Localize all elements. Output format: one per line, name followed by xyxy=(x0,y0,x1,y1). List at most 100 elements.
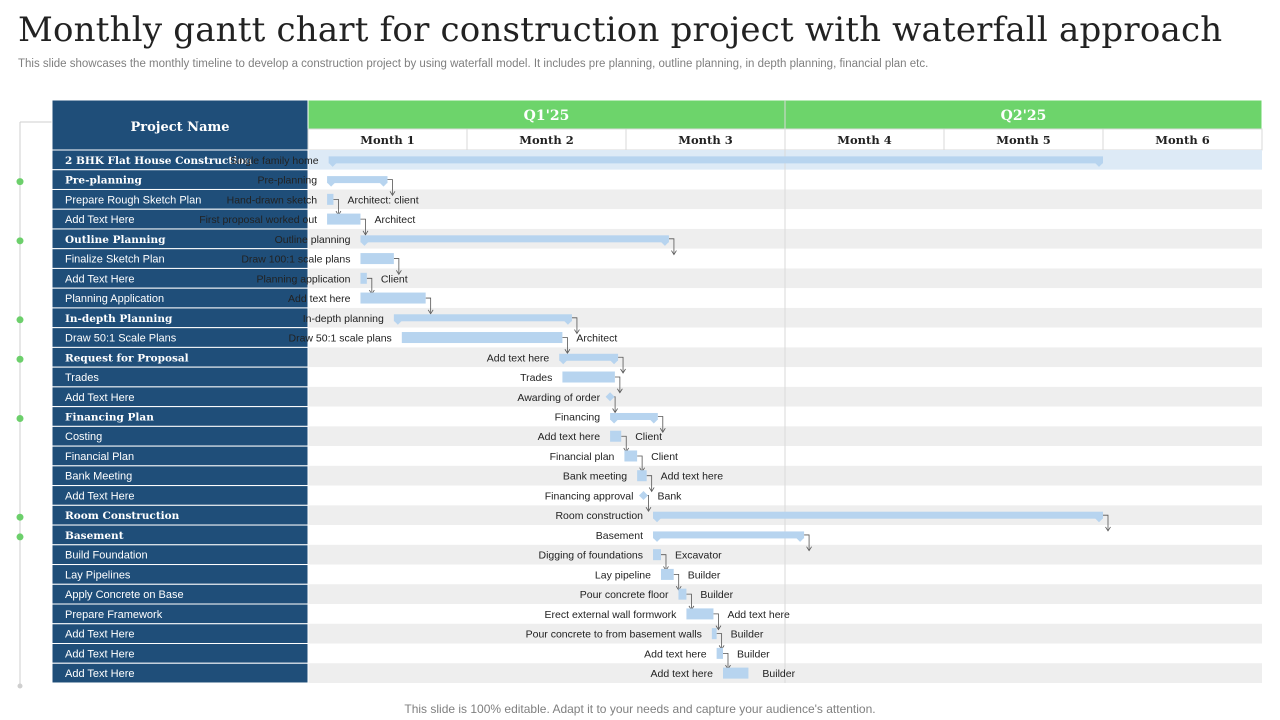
dependency-arrow xyxy=(612,408,618,414)
task-name: Draw 50:1 Scale Plans xyxy=(65,333,177,345)
task-name: Finalize Sketch Plan xyxy=(65,254,165,266)
task-bar-label: Planning application xyxy=(256,273,350,285)
task-name: Trades xyxy=(65,372,99,384)
timeline-dot xyxy=(16,513,24,521)
project-name-header-label: Project Name xyxy=(130,120,229,135)
task-name: Pre-planning xyxy=(65,175,142,187)
summary-bar-cap xyxy=(559,360,568,365)
dependency-line xyxy=(614,376,621,392)
task-bar xyxy=(653,549,661,561)
dependency-line xyxy=(360,218,366,234)
dependency-line xyxy=(686,593,692,609)
dependency-line xyxy=(571,317,578,333)
dependency-arrow xyxy=(806,546,812,552)
dependency-line xyxy=(673,574,680,590)
task-bar-label: Basement xyxy=(596,530,643,542)
summary-bar-cap xyxy=(1095,518,1103,523)
dependency-line xyxy=(637,455,643,471)
timeline-dot xyxy=(16,533,24,541)
task-name: Request for Proposal xyxy=(65,352,189,364)
summary-bar-cap xyxy=(649,419,658,424)
dependency-arrow xyxy=(715,625,722,631)
task-bar-label: Erect external wall formwork xyxy=(545,609,678,621)
task-bar xyxy=(610,412,658,420)
task-name: Room Construction xyxy=(65,510,180,522)
dependency-arrow xyxy=(617,388,623,394)
task-resource-label: Add text here xyxy=(727,609,790,621)
task-bar xyxy=(393,314,572,322)
task-resource-label: Builder xyxy=(700,589,733,601)
month-label: Month 5 xyxy=(996,133,1050,147)
task-name: Lay Pipelines xyxy=(65,569,131,581)
task-bar-label: Add text here xyxy=(651,668,714,680)
timeline-dot xyxy=(16,237,24,245)
dependency-line xyxy=(646,475,653,491)
task-resource-label: Builder xyxy=(762,668,795,680)
dependency-line xyxy=(716,633,723,649)
dependency-line xyxy=(562,337,568,353)
timeline-dot xyxy=(16,178,24,186)
task-bar-label: Add text here xyxy=(288,293,351,305)
task-bar xyxy=(327,213,361,225)
task-bar-label: Pour concrete floor xyxy=(580,589,669,601)
task-name: Prepare Rough Sketch Plan xyxy=(65,194,201,206)
task-name: Build Foundation xyxy=(65,550,148,562)
task-resource-label: Builder xyxy=(688,569,721,581)
dependency-line xyxy=(393,258,400,274)
task-name: Financing Plan xyxy=(65,411,154,423)
task-name: In-depth Planning xyxy=(65,313,173,325)
task-bar xyxy=(653,531,805,539)
task-name: Outline Planning xyxy=(65,234,166,246)
month-label: Month 3 xyxy=(678,133,732,147)
summary-bar-cap xyxy=(653,518,662,523)
footer-note: This slide is 100% editable. Adapt it to… xyxy=(404,702,876,716)
task-bar xyxy=(328,156,1103,164)
task-bar xyxy=(624,450,638,462)
summary-bar-cap xyxy=(327,182,336,187)
task-bar-label: Pre-planning xyxy=(258,175,318,187)
task-resource-label: Add text here xyxy=(661,471,724,483)
task-bar xyxy=(327,176,388,184)
summary-bar-cap xyxy=(1095,162,1103,167)
task-resource-label: Bank xyxy=(657,490,682,502)
summary-bar-cap xyxy=(379,182,388,187)
quarter-header xyxy=(307,99,786,130)
task-bar-label: Add text here xyxy=(487,352,550,364)
task-bar-label: Lay pipeline xyxy=(595,569,651,581)
task-bar-label: Digging of foundations xyxy=(539,550,644,562)
timeline-dot xyxy=(16,355,24,363)
quarter-header xyxy=(784,99,1263,130)
summary-bar-cap xyxy=(610,419,619,424)
task-resource-label: Client xyxy=(635,431,662,443)
task-bar xyxy=(637,470,647,482)
task-bar-label: Single family home xyxy=(230,155,319,167)
task-resource-label: Builder xyxy=(731,629,764,641)
dependency-line xyxy=(660,554,667,570)
task-bar xyxy=(686,608,714,620)
summary-bar-cap xyxy=(610,360,619,365)
task-bar xyxy=(678,588,687,600)
month-label: Month 2 xyxy=(519,133,573,147)
task-name: Add Text Here xyxy=(65,214,135,226)
task-bar xyxy=(716,647,723,659)
task-bar xyxy=(562,371,615,383)
month-label: Month 4 xyxy=(837,133,891,147)
task-bar-label: Add text here xyxy=(644,648,707,660)
dependency-line xyxy=(425,297,432,313)
task-name: Bank Meeting xyxy=(65,471,132,483)
dependency-line xyxy=(657,416,664,432)
task-name: Financial Plan xyxy=(65,451,134,463)
task-bar-label: Financial plan xyxy=(550,451,615,463)
task-name: 2 BHK Flat House Construction xyxy=(65,155,252,167)
task-bar-label: Bank meeting xyxy=(563,471,627,483)
task-name: Planning Application xyxy=(65,293,164,305)
dependency-line xyxy=(804,534,810,550)
summary-bar-cap xyxy=(393,320,402,325)
task-name: Basement xyxy=(65,530,124,542)
task-resource-label: Client xyxy=(651,451,678,463)
month-label: Month 1 xyxy=(360,133,414,147)
task-bar-label: In-depth planning xyxy=(303,313,384,325)
task-bar xyxy=(711,628,717,640)
task-bar-label: Financing approval xyxy=(545,490,634,502)
page-subtitle: This slide showcases the monthly timelin… xyxy=(18,58,929,70)
